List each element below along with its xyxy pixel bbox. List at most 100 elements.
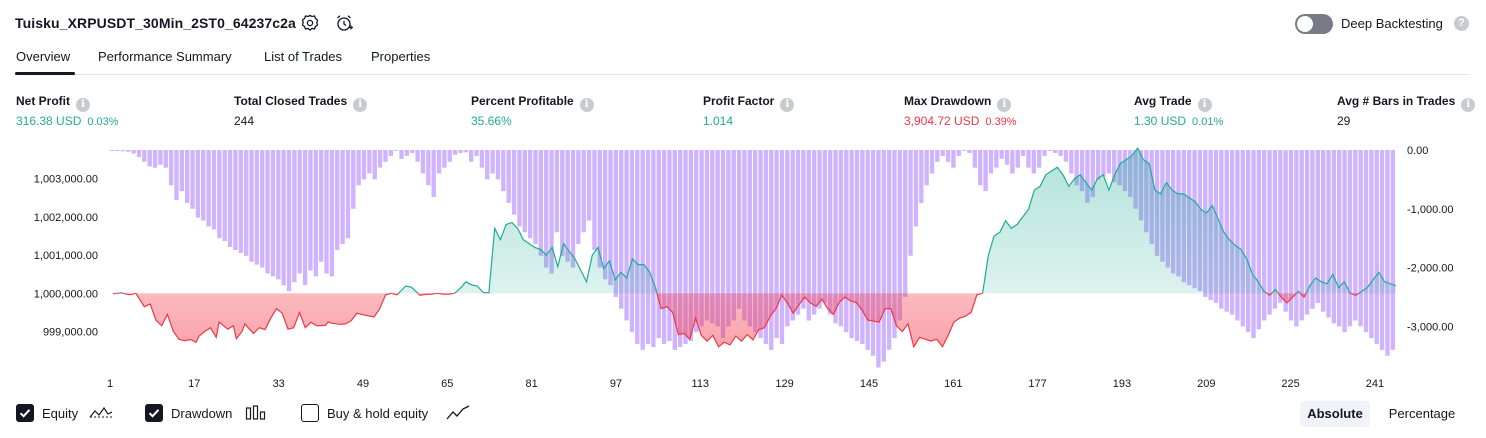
drawdown-bar <box>1310 150 1315 309</box>
drawdown-bar <box>983 150 988 192</box>
drawdown-bar <box>1385 150 1390 356</box>
drawdown-bar <box>560 150 565 256</box>
info-icon[interactable]: i <box>579 98 594 112</box>
x-axis-tick: 129 <box>775 378 793 390</box>
drawdown-bar <box>1042 150 1047 156</box>
drawdown-checkbox[interactable] <box>145 404 163 422</box>
active-tab-indicator <box>15 72 75 75</box>
drawdown-bar <box>1245 150 1251 333</box>
metric-max-drawdown-value: 3,904.72 USD 0.39% <box>904 114 1017 128</box>
metric-avg-bars-value: 29 <box>1337 114 1351 128</box>
drawdown-bar <box>1278 150 1283 303</box>
drawdown-bar <box>919 150 924 203</box>
absolute-button[interactable]: Absolute <box>1300 401 1370 427</box>
drawdown-bar <box>747 150 752 327</box>
percentage-button[interactable]: Percentage <box>1388 406 1456 421</box>
drawdown-bar <box>1074 150 1079 186</box>
settings-icon[interactable] <box>300 13 320 33</box>
add-alert-icon[interactable] <box>334 13 354 33</box>
drawdown-bar <box>795 150 801 315</box>
drawdown-bar <box>1262 150 1267 321</box>
drawdown-bar <box>174 150 179 200</box>
drawdown-bar <box>281 150 286 286</box>
drawdown-bar <box>351 150 356 209</box>
x-axis-tick: 209 <box>1197 378 1215 390</box>
drawdown-bar <box>661 150 667 344</box>
x-axis-tick: 17 <box>188 378 200 390</box>
drawdown-bar <box>120 150 126 152</box>
drawdown-bar <box>1353 150 1358 321</box>
drawdown-bar <box>694 150 699 333</box>
drawdown-bar <box>1315 150 1320 303</box>
drawdown-bar <box>790 150 795 321</box>
drawdown-bar <box>1374 150 1379 344</box>
drawdown-bar <box>195 150 201 218</box>
drawdown-bar <box>715 150 720 327</box>
drawdown-bar <box>704 150 710 321</box>
drawdown-bar <box>335 150 340 250</box>
info-icon[interactable]: i <box>997 98 1012 112</box>
drawdown-bar <box>849 150 854 339</box>
tab-properties[interactable]: Properties <box>371 49 431 64</box>
drawdown-bar <box>736 150 742 309</box>
metric-avg-trade-value: 1.30 USD 0.01% <box>1134 114 1224 128</box>
drawdown-bar <box>1090 150 1095 198</box>
drawdown-bar <box>126 150 131 152</box>
buy-hold-label: Buy & hold equity <box>327 406 429 421</box>
metric-percent-profitable-label: Percent Profitable i <box>471 94 594 112</box>
drawdown-bar <box>1358 150 1363 327</box>
deep-backtesting-toggle[interactable] <box>1295 14 1333 34</box>
metric-net-profit-value: 316.38 USD 0.03% <box>16 114 119 128</box>
drawdown-bar <box>447 150 452 162</box>
left-axis-tick: 1,001,000.00 <box>34 250 98 262</box>
drawdown-bar <box>544 150 549 268</box>
drawdown-bar <box>490 150 495 174</box>
drawdown-bar <box>677 150 683 347</box>
drawdown-bar <box>1047 150 1053 151</box>
right-axis-tick: 0.00 <box>1407 145 1428 157</box>
drawdown-bar <box>431 150 436 198</box>
drawdown-bar <box>533 150 538 245</box>
drawdown-bar <box>1058 150 1063 156</box>
drawdown-bar <box>415 150 420 162</box>
drawdown-bar <box>1235 150 1240 321</box>
drawdown-bar <box>393 150 399 151</box>
drawdown-bar <box>367 150 372 174</box>
drawdown-bar <box>217 150 222 239</box>
info-icon[interactable]: i <box>780 98 795 112</box>
info-icon[interactable]: i <box>76 98 90 112</box>
drawdown-bar <box>1267 150 1272 315</box>
drawdown-bar <box>935 150 940 162</box>
equity-drawdown-chart[interactable]: 1,003,000.00 1,002,000.00 1,001,000.00 1,00… <box>0 140 1486 395</box>
equity-checkbox[interactable] <box>16 404 34 422</box>
drawdown-bar <box>1085 150 1090 203</box>
drawdown-bar <box>324 150 329 274</box>
info-icon[interactable]: i <box>353 98 368 112</box>
tab-overview[interactable]: Overview <box>16 49 71 64</box>
check-icon <box>148 409 160 418</box>
drawdown-bar <box>961 150 967 151</box>
drawdown-bar <box>222 150 227 242</box>
tab-performance-summary[interactable]: Performance Summary <box>98 49 232 64</box>
drawdown-bar <box>147 150 152 167</box>
drawdown-bar <box>1337 150 1342 327</box>
drawdown-bar <box>260 150 265 268</box>
drawdown-bar <box>426 150 431 186</box>
equity-line-up <box>112 146 1397 294</box>
drawdown-bar <box>570 150 576 268</box>
metric-profit-factor-value: 1.014 <box>703 114 734 128</box>
drawdown-bar <box>838 150 844 327</box>
drawdown-bar <box>158 150 163 165</box>
metric-profit-factor-label: Profit Factor i <box>703 94 795 112</box>
drawdown-bar <box>442 150 447 168</box>
buy-hold-checkbox[interactable] <box>301 404 319 422</box>
help-icon[interactable]: ? <box>1454 16 1469 31</box>
drawdown-label: Drawdown <box>171 406 233 421</box>
drawdown-bar <box>978 150 983 186</box>
info-icon[interactable]: i <box>1461 98 1476 112</box>
drawdown-bar <box>720 150 726 339</box>
drawdown-bar <box>651 150 656 347</box>
info-icon[interactable]: i <box>1197 98 1212 112</box>
tab-list-of-trades[interactable]: List of Trades <box>264 49 343 64</box>
x-axis: 1 17 33 49 65 81 97 113 129 145 161 177 193 209 225 241 <box>107 378 1384 390</box>
